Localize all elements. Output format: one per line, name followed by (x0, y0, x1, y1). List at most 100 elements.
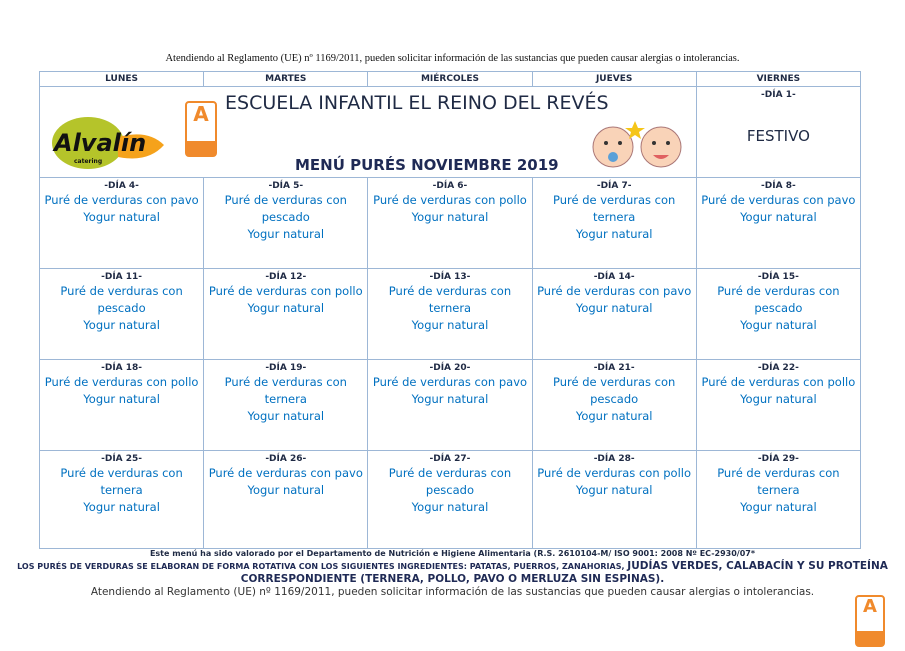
ingredients-note: LOS PURÉS DE VERDURAS SE ELABORAN DE FOR… (0, 560, 905, 586)
day-cell: -DÍA 29- Puré de verduras con ternera Yogu… (695, 450, 862, 549)
dish: Puré de verduras con pescado (60, 284, 183, 315)
day-cell: -DÍA 4- Puré de verduras con pavo Yogur na… (38, 177, 205, 269)
dish: Puré de verduras con pescado (552, 375, 676, 406)
day-cell: -DÍA 8- Puré de verduras con pavo Yogur na… (695, 177, 862, 269)
dish: Puré de verduras con pollo (537, 466, 692, 480)
dish: Puré de verduras con pavo (537, 284, 692, 298)
day-cell: -DÍA 7- Puré de verduras con ternera Yogur… (531, 177, 697, 269)
svg-text:catering: catering (74, 158, 102, 165)
dish: Yogur natural (411, 210, 489, 224)
day-cell: -DÍA 26- Puré de verduras con pavo Yogur n… (203, 450, 369, 549)
day-label: -DÍA 5- (268, 181, 304, 191)
day-cell: -DÍA 28- Puré de verduras con pollo Yogur … (531, 450, 697, 549)
dish: Puré de verduras con ternera (552, 193, 676, 224)
dish: Yogur natural (575, 483, 653, 497)
allergen-notice-bottom: Atendiendo al Reglamento (UE) nº 1169/20… (90, 586, 815, 598)
day-label: -DÍA 11- (101, 272, 143, 282)
weekday-header: MARTES (203, 71, 369, 87)
weekday-header: MIÉRCOLES (367, 71, 533, 87)
day-label: -DÍA 12- (265, 272, 307, 282)
day-label: -DÍA 1- (761, 90, 796, 100)
dish: Yogur natural (83, 318, 160, 332)
day-label: -DÍA 6- (432, 181, 468, 191)
dish: Puré de verduras con pavo (44, 193, 199, 207)
day-cell: -DÍA 13- Puré de verduras con ternera Yogu… (367, 268, 533, 360)
weekday-header: JUEVES (531, 71, 697, 87)
day-label: -DÍA 27- (429, 454, 471, 464)
holiday-label: FESTIVO (746, 127, 810, 145)
day-cell: -DÍA 18- Puré de verduras con pollo Yogur … (38, 359, 205, 451)
day-cell: -DÍA 25- Puré de verduras con ternera Yogu… (38, 450, 205, 549)
week-row: -DÍA 25- Puré de verduras con ternera Yogu… (38, 450, 862, 549)
dish: Yogur natural (740, 210, 817, 224)
week-row: -DÍA 11- Puré de verduras con pescado Yogu… (38, 268, 862, 360)
dish: Yogur natural (740, 500, 817, 514)
dish: Puré de verduras con pescado (388, 466, 512, 497)
menu-calendar: LUNES MARTES MIÉRCOLES JUEVES VIERNES Alvalí… (38, 71, 862, 549)
day-label: -DÍA 15- (757, 272, 799, 282)
dish: Yogur natural (575, 409, 653, 423)
dish: Yogur natural (740, 318, 817, 332)
day-cell: -DÍA 21- Puré de verduras con pescado Yogu… (531, 359, 697, 451)
day-label: -DÍA 4- (104, 181, 139, 191)
dish: Yogur natural (411, 500, 489, 514)
svg-text:Alvalín: Alvalín (52, 129, 146, 157)
weekday-header: LUNES (38, 71, 205, 87)
day-cell: -DÍA 6- Puré de verduras con pollo Yogur n… (367, 177, 533, 269)
dish: Yogur natural (411, 392, 489, 406)
day-label: -DÍA 18- (101, 363, 143, 373)
allergen-notice-top: Atendiendo al Reglamento (UE) nº 1169/20… (165, 53, 740, 64)
day-label: -DÍA 29- (757, 454, 799, 464)
day-label: -DÍA 19- (265, 363, 307, 373)
day-label: -DÍA 7- (596, 181, 632, 191)
dish: Yogur natural (247, 483, 325, 497)
dish: Yogur natural (83, 392, 160, 406)
day-cell: -DÍA 19- Puré de verduras con ternera Yogu… (203, 359, 369, 451)
day-label: -DÍA 8- (761, 181, 796, 191)
dish: Puré de verduras con pescado (224, 193, 347, 224)
day-cell: -DÍA 27- Puré de verduras con pescado Yogu… (367, 450, 533, 549)
dish: Yogur natural (740, 392, 817, 406)
dish: Yogur natural (411, 318, 489, 332)
day-label: -DÍA 22- (757, 363, 799, 373)
banner: Alvalín catering A ESCUELA INFANTIL EL R… (39, 86, 697, 178)
dish: Yogur natural (575, 301, 653, 315)
dish: Yogur natural (247, 227, 325, 241)
dish: Yogur natural (247, 301, 325, 315)
applus-certification-badge: A (185, 101, 217, 157)
dish: Puré de verduras con pollo (44, 375, 199, 389)
week-row: -DÍA 4- Puré de verduras con pavo Yogur na… (38, 177, 862, 269)
dish: Yogur natural (83, 500, 160, 514)
day-cell: -DÍA 5- Puré de verduras con pescado Yogur… (203, 177, 369, 269)
weekday-header: VIERNES (695, 71, 862, 87)
alvalin-logo: Alvalín catering (52, 117, 164, 169)
dish: Puré de verduras con pavo (372, 375, 528, 389)
day-cell: -DÍA 11- Puré de verduras con pescado Yogu… (38, 268, 205, 360)
ingredients-big: JUDÍAS VERDES, CALABACÍN Y SU PROTEÍNA C… (240, 560, 888, 585)
applus-certification-badge: A (855, 595, 885, 647)
dish: Puré de verduras con pollo (701, 375, 856, 389)
dish: Yogur natural (575, 227, 653, 241)
dish: Puré de verduras con ternera (717, 466, 840, 497)
day-label: -DÍA 20- (429, 363, 471, 373)
dish: Puré de verduras con pavo (208, 466, 363, 480)
dish: Yogur natural (247, 409, 325, 423)
valoration-note: Este menú ha sido valorado por el Depart… (149, 549, 756, 558)
day-label: -DÍA 25- (101, 454, 143, 464)
day-label: -DÍA 13- (429, 272, 471, 282)
day-label: -DÍA 26- (265, 454, 307, 464)
dish: Puré de verduras con pavo (701, 193, 856, 207)
dish: Puré de verduras con pollo (208, 284, 363, 298)
day-label: -DÍA 28- (593, 454, 635, 464)
day-cell: -DÍA 20- Puré de verduras con pavo Yogur n… (367, 359, 533, 451)
ingredients-small: LOS PURÉS DE VERDURAS SE ELABORAN DE FOR… (17, 562, 625, 571)
day-cell: -DÍA 22- Puré de verduras con pollo Yogur … (695, 359, 862, 451)
school-name: ESCUELA INFANTIL EL REINO DEL REVÉS (225, 92, 609, 114)
day-cell: -DÍA 15- Puré de verduras con pescado Yogu… (695, 268, 862, 360)
dish: Puré de verduras con ternera (388, 284, 512, 315)
dish: Yogur natural (83, 210, 160, 224)
dish: Puré de verduras con pescado (717, 284, 840, 315)
menu-title: MENÚ PURÉS NOVIEMBRE 2019 (295, 156, 559, 174)
dish: Puré de verduras con ternera (224, 375, 347, 406)
day-label: -DÍA 14- (593, 272, 635, 282)
